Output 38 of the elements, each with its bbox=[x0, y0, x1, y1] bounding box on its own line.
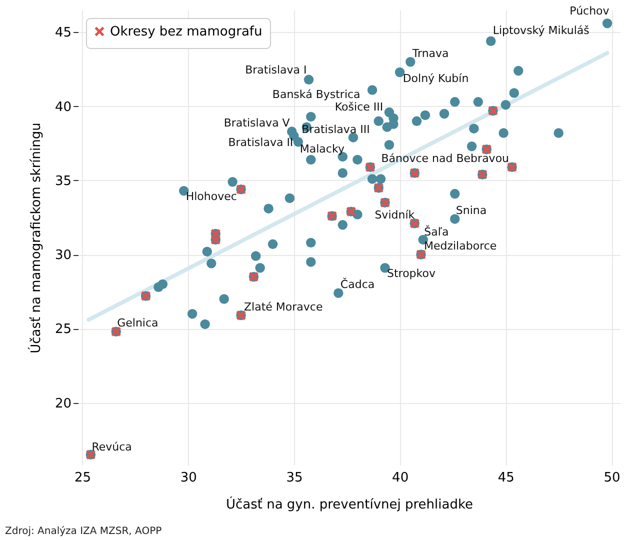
x-tick-label: 30 bbox=[180, 470, 197, 486]
y-tick-label: 20 bbox=[54, 396, 72, 412]
y-tick-label: 35 bbox=[54, 174, 72, 189]
annotation: Bánovce nad Bebravou bbox=[381, 152, 510, 166]
annotation: Snina bbox=[456, 204, 487, 217]
annotation: Púchov bbox=[570, 4, 610, 18]
annotation: Zlaté Moravce bbox=[244, 300, 323, 314]
x-tick-label: 35 bbox=[286, 470, 303, 486]
annotation: Trnava bbox=[411, 46, 449, 60]
annotation: Svidník bbox=[374, 208, 416, 222]
y-tick-label: 40 bbox=[54, 100, 72, 115]
annotation: Gelnica bbox=[117, 316, 158, 330]
annotation: Bratislava V bbox=[224, 116, 290, 130]
annotation: Šaľa bbox=[424, 224, 449, 239]
text: Zdroj: Analýza IZA MZSR, AOPP bbox=[5, 526, 162, 537]
annotation: Bratislava I bbox=[245, 64, 307, 77]
x-tick-label: 50 bbox=[604, 470, 620, 486]
x-axis-title: Účasť na gyn. preventívnej prehliadke bbox=[226, 496, 474, 512]
annotation: Bratislava III bbox=[302, 123, 370, 136]
annotation: Bratislava II bbox=[228, 136, 294, 149]
legend-label: Okresy bez mamografu bbox=[110, 24, 262, 40]
annotation: Malacky bbox=[300, 142, 345, 156]
annotation: Čadca bbox=[340, 277, 375, 292]
annotation: Stropkov bbox=[386, 266, 436, 280]
annotation: Dolný Kubín bbox=[402, 72, 469, 86]
annotation: Medzilaborce bbox=[424, 240, 497, 253]
y-tick-label: 25 bbox=[54, 322, 72, 338]
x-tick-label: 25 bbox=[74, 470, 92, 486]
annotation: Košice III bbox=[334, 100, 384, 114]
annotation: Revúca bbox=[92, 440, 132, 454]
x-tick-label: 45 bbox=[498, 470, 514, 486]
annotation: Liptovský Mikuláš bbox=[492, 24, 590, 38]
annotation: Hlohovec bbox=[186, 190, 237, 203]
y-axis-title: Účasť na mamografickom skríningu bbox=[26, 122, 44, 354]
x-tick-label: 40 bbox=[392, 470, 409, 486]
y-tick-label: 30 bbox=[54, 248, 72, 264]
annotation: Banská Bystrica bbox=[272, 88, 360, 102]
y-tick-label: 45 bbox=[54, 26, 72, 41]
